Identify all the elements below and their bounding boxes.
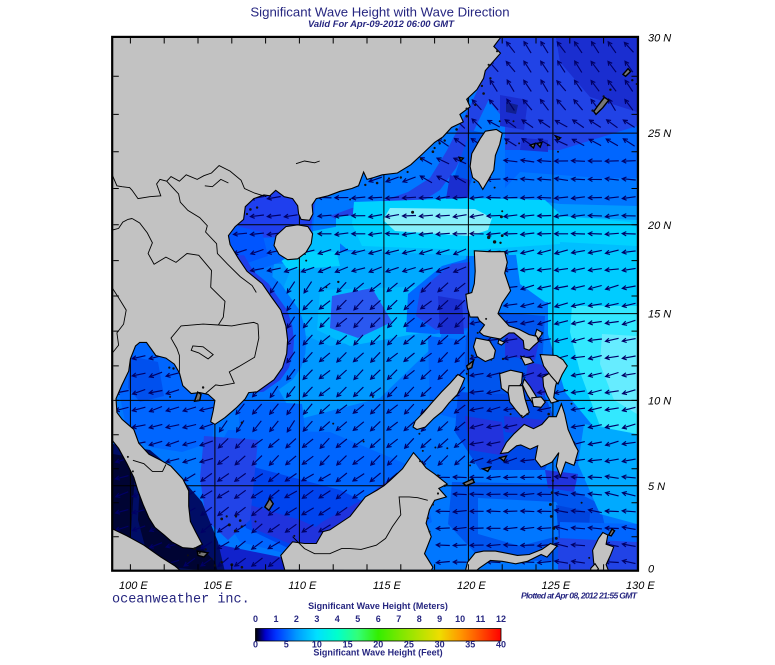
svg-text:6: 6 [376,614,381,624]
svg-text:10: 10 [455,614,465,624]
svg-text:4: 4 [335,614,340,624]
svg-text:100 E: 100 E [119,580,148,592]
svg-text:105 E: 105 E [204,580,233,592]
svg-text:125 E: 125 E [542,580,571,592]
svg-text:30: 30 [435,640,445,650]
svg-text:120 E: 120 E [457,580,486,592]
svg-text:Significant Wave Height with W: Significant Wave Height with Wave Direct… [250,5,509,20]
svg-text:7: 7 [396,614,401,624]
svg-text:20 N: 20 N [647,220,671,232]
svg-text:5: 5 [284,640,289,650]
svg-text:10 N: 10 N [648,395,671,407]
svg-text:10: 10 [312,640,322,650]
svg-text:0: 0 [648,564,655,576]
svg-text:25 N: 25 N [647,128,671,140]
svg-text:15 N: 15 N [648,309,671,321]
svg-text:1: 1 [273,614,278,624]
svg-text:30 N: 30 N [648,33,671,45]
svg-text:3: 3 [314,614,319,624]
svg-text:110 E: 110 E [288,580,317,592]
svg-text:8: 8 [417,614,422,624]
svg-text:5: 5 [355,614,360,624]
svg-text:2: 2 [294,614,299,624]
svg-text:35: 35 [465,640,475,650]
svg-text:25: 25 [404,640,414,650]
svg-text:9: 9 [437,614,442,624]
svg-text:oceanweather inc.: oceanweather inc. [112,593,250,608]
svg-text:0: 0 [253,640,258,650]
svg-text:11: 11 [476,614,486,624]
svg-text:15: 15 [343,640,353,650]
svg-text:Significant Wave Height (Meter: Significant Wave Height (Meters) [308,601,448,611]
svg-text:40: 40 [496,640,506,650]
svg-text:Plotted at Apr 08, 2012 21:55: Plotted at Apr 08, 2012 21:55 GMT [521,591,638,601]
svg-text:20: 20 [373,640,383,650]
svg-text:115 E: 115 E [373,580,402,592]
svg-text:12: 12 [496,614,506,624]
svg-text:0: 0 [253,614,258,624]
svg-text:130 E: 130 E [626,580,655,592]
svg-text:Valid For Apr-09-2012 06:00 GM: Valid For Apr-09-2012 06:00 GMT [308,19,455,30]
svg-text:5 N: 5 N [648,481,665,493]
svg-text:Significant Wave Height (Feet): Significant Wave Height (Feet) [313,648,442,658]
